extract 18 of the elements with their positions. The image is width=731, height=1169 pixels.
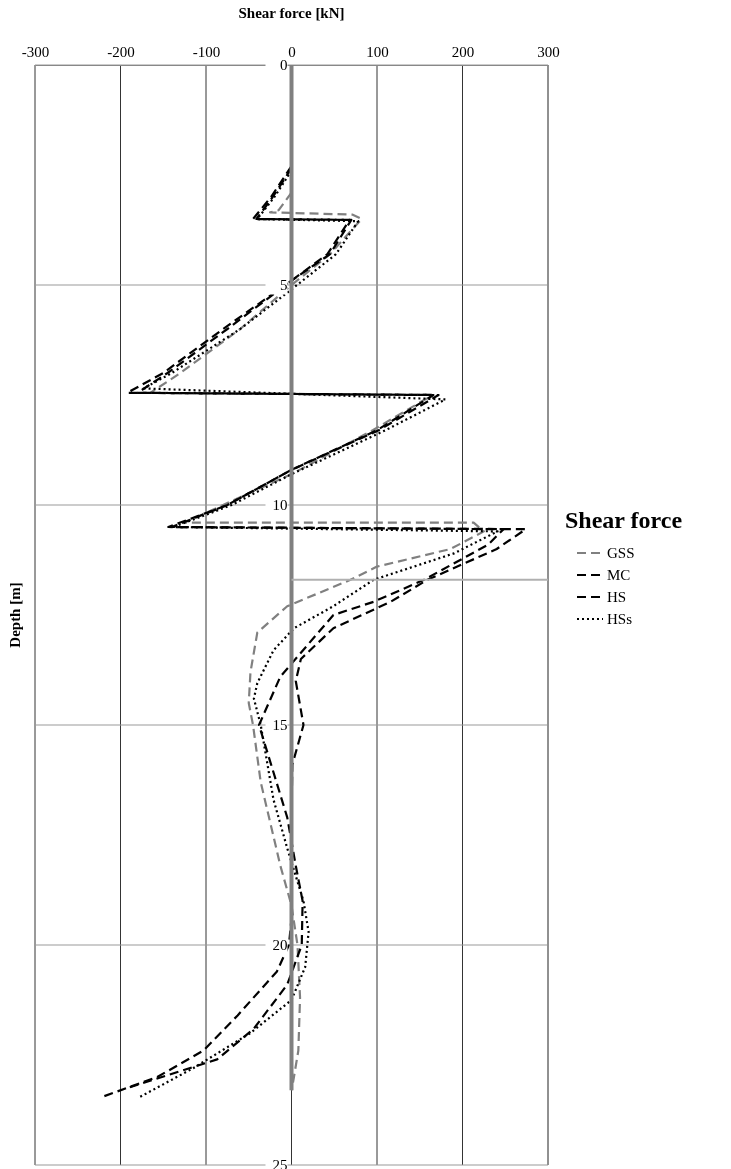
legend-label: GSS [607,545,635,561]
x-tick-label: 200 [451,44,475,60]
legend-label: HSs [607,611,633,627]
x-tick-label: 100 [366,44,389,60]
legend-label: MC [607,567,631,583]
x-tick-label: -300 [21,44,50,60]
y-tick-label: 15 [272,717,288,734]
legend-title: Shear force [565,507,683,533]
y-tick-label: 20 [272,937,288,954]
y-tick-label: 5 [280,277,288,294]
y-tick-label: 10 [272,497,288,514]
x-axis-title: Shear force [kN] [238,5,345,21]
x-tick-label: 300 [537,44,560,60]
y-tick-label: 0 [280,57,288,74]
x-tick-label: -200 [107,44,135,60]
y-axis-title: Depth [m] [7,582,23,648]
x-tick-label: -100 [192,44,221,60]
legend-label: HS [607,589,627,605]
